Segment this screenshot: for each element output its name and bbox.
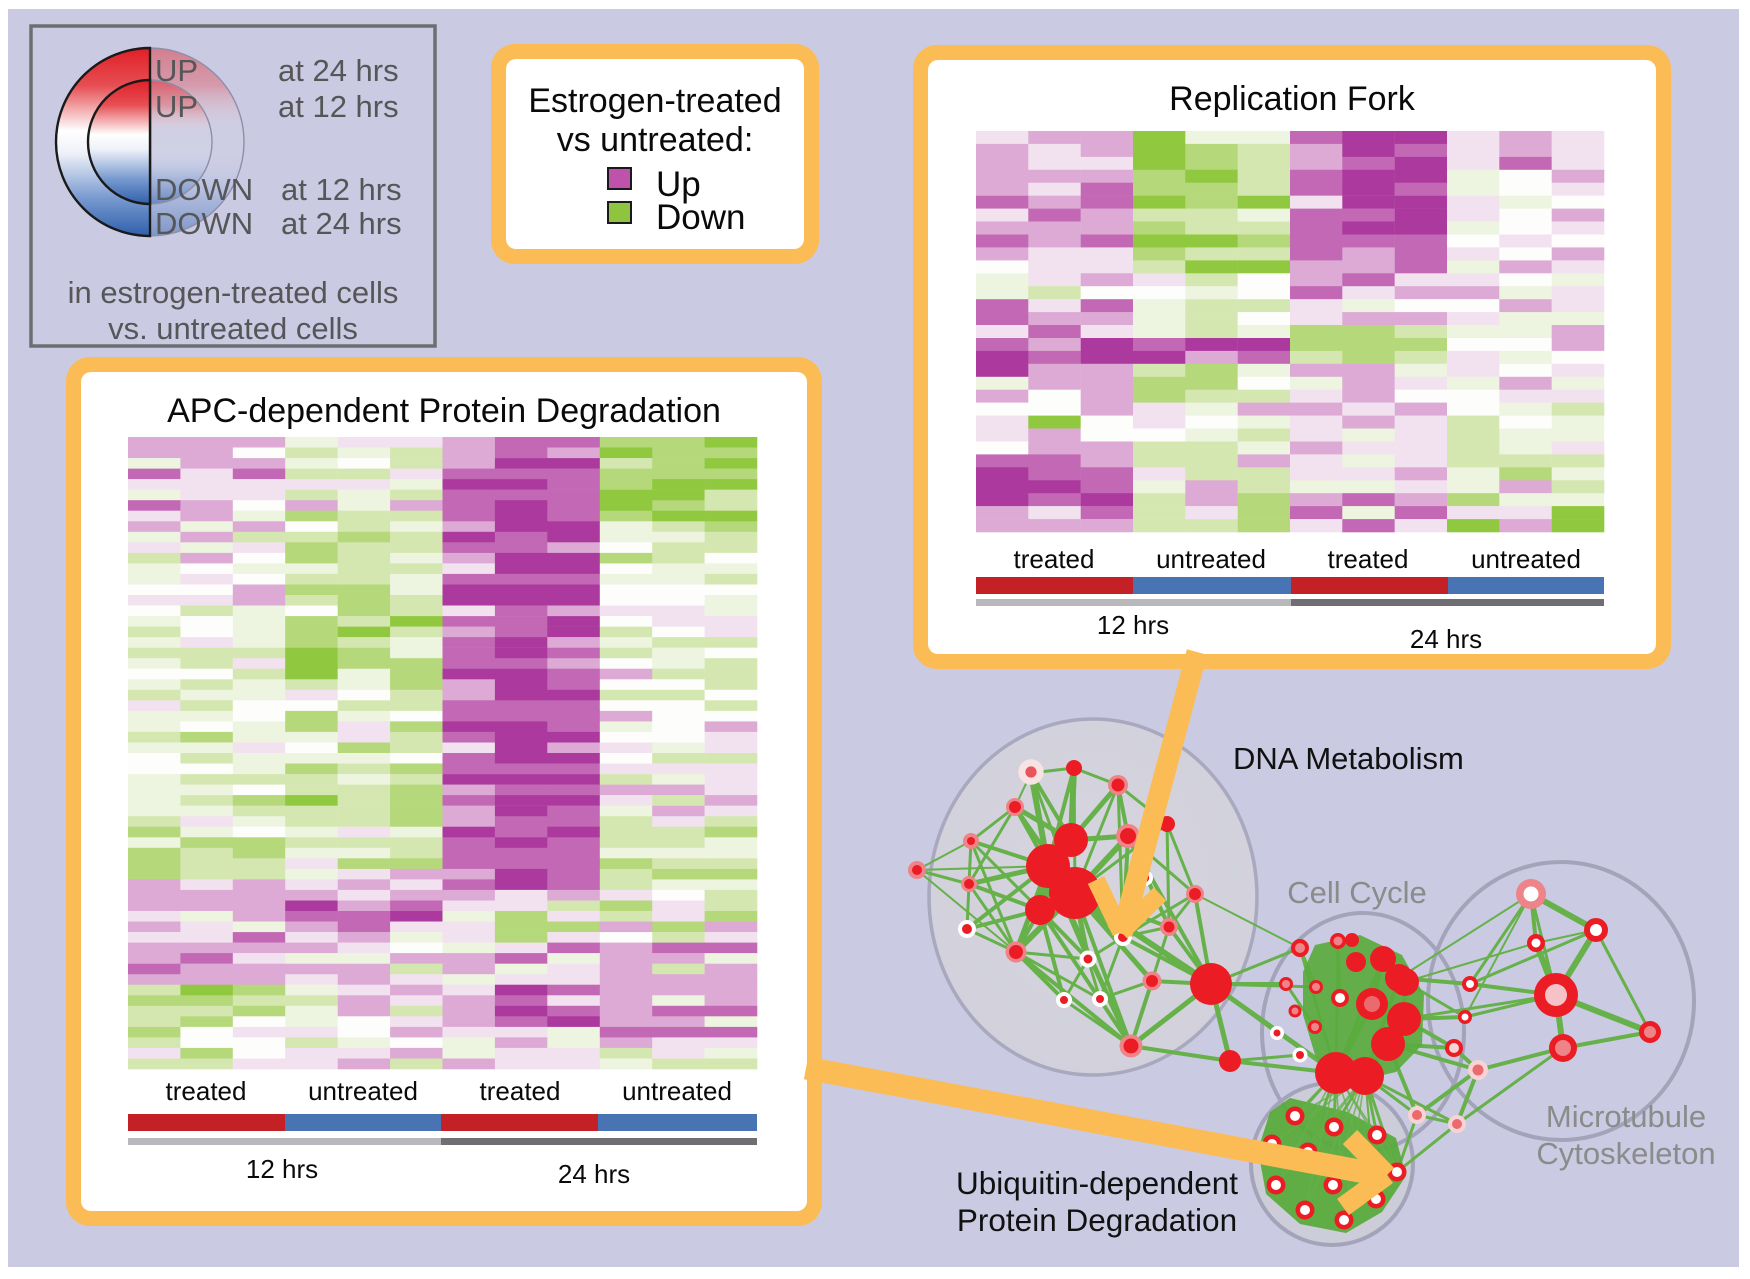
- svg-text:Down: Down: [656, 198, 745, 237]
- svg-text:untreated: untreated: [622, 1076, 732, 1106]
- svg-text:Microtubule: Microtubule: [1546, 1099, 1706, 1134]
- svg-text:24 hrs: 24 hrs: [558, 1159, 630, 1189]
- svg-text:treated: treated: [1014, 544, 1095, 574]
- svg-text:vs untreated:: vs untreated:: [557, 121, 754, 159]
- svg-text:at 24 hrs: at 24 hrs: [278, 53, 399, 88]
- svg-text:Cell Cycle: Cell Cycle: [1287, 875, 1427, 910]
- svg-text:Cytoskeleton: Cytoskeleton: [1536, 1136, 1715, 1171]
- svg-text:at 12 hrs: at 12 hrs: [278, 89, 399, 124]
- svg-text:in estrogen-treated cells: in estrogen-treated cells: [68, 275, 399, 310]
- svg-text:treated: treated: [166, 1076, 247, 1106]
- svg-text:APC-dependent Protein Degradat: APC-dependent Protein Degradation: [167, 392, 721, 430]
- svg-text:DOWN: DOWN: [155, 206, 253, 241]
- svg-text:12 hrs: 12 hrs: [1097, 610, 1169, 640]
- svg-text:Replication Fork: Replication Fork: [1169, 80, 1416, 118]
- svg-text:Estrogen-treated: Estrogen-treated: [528, 82, 781, 120]
- svg-text:untreated: untreated: [1156, 544, 1266, 574]
- svg-text:UP: UP: [155, 89, 198, 124]
- svg-text:at 24 hrs: at 24 hrs: [281, 206, 402, 241]
- svg-text:Ubiquitin-dependent: Ubiquitin-dependent: [956, 1165, 1238, 1201]
- svg-text:DOWN: DOWN: [155, 172, 253, 207]
- svg-text:untreated: untreated: [1471, 544, 1581, 574]
- svg-text:vs. untreated cells: vs. untreated cells: [108, 311, 358, 346]
- svg-text:DNA Metabolism: DNA Metabolism: [1233, 741, 1464, 776]
- svg-text:treated: treated: [1328, 544, 1409, 574]
- svg-text:Up: Up: [656, 165, 701, 204]
- svg-text:UP: UP: [155, 53, 198, 88]
- svg-text:untreated: untreated: [308, 1076, 418, 1106]
- svg-text:treated: treated: [480, 1076, 561, 1106]
- svg-text:Protein Degradation: Protein Degradation: [957, 1202, 1237, 1238]
- svg-text:at 12 hrs: at 12 hrs: [281, 172, 402, 207]
- svg-text:24 hrs: 24 hrs: [1410, 624, 1482, 654]
- svg-text:12 hrs: 12 hrs: [246, 1154, 318, 1184]
